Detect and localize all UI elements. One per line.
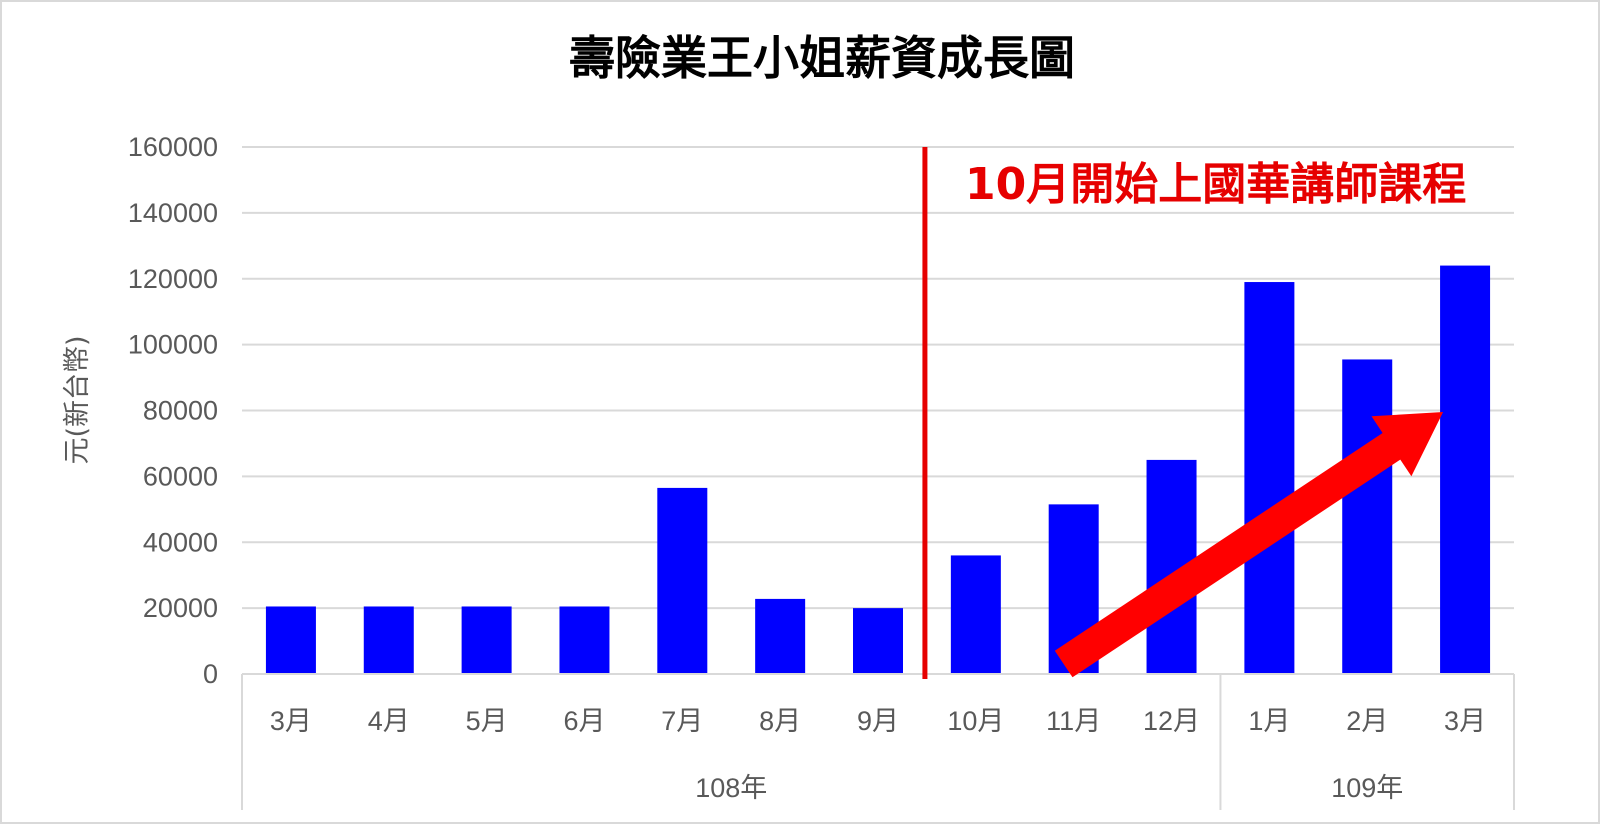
x-tick-label: 1月 (1248, 706, 1290, 736)
group-label: 109年 (1331, 773, 1403, 803)
trend-arrow (1054, 412, 1444, 678)
x-tick-label: 4月 (368, 706, 410, 736)
bar (657, 487, 708, 674)
y-axis-ticks: 0 20000 40000 60000 80000 100000 120000 140000 1… (128, 132, 218, 689)
y-tick-label: 100000 (128, 330, 218, 360)
y-tick-label: 140000 (128, 198, 218, 228)
bar (853, 608, 903, 674)
bar (1342, 359, 1393, 674)
y-tick-label: 60000 (143, 461, 218, 491)
y-tick-label: 120000 (128, 264, 218, 294)
y-tick-label: 160000 (128, 132, 218, 162)
y-tick-label: 40000 (143, 527, 218, 557)
x-tick-label: 11月 (1046, 706, 1101, 736)
y-tick-label: 0 (203, 659, 218, 689)
y-tick-label: 80000 (143, 396, 218, 426)
bar (755, 598, 806, 674)
gridlines (242, 146, 1514, 675)
y-axis-label: 元(新台幣) (62, 335, 93, 464)
bar (1244, 282, 1295, 674)
x-tick-label: 6月 (563, 706, 605, 736)
bar (1440, 265, 1491, 674)
x-tick-label: 3月 (1444, 706, 1486, 736)
bar (363, 606, 414, 674)
x-tick-label: 8月 (759, 706, 801, 736)
bars (265, 265, 1491, 674)
chart-title: 壽險業王小姐薪資成長圖 (569, 31, 1075, 85)
x-tick-label: 2月 (1346, 706, 1388, 736)
annotation: 10月開始上國華講師課程 (922, 147, 1466, 679)
x-tick-label: 5月 (466, 706, 508, 736)
x-tick-label: 12月 (1143, 706, 1200, 736)
x-tick-label: 10月 (947, 706, 1004, 736)
bar (950, 555, 1001, 674)
x-tick-label: 3月 (270, 706, 312, 736)
x-tick-label: 9月 (857, 706, 899, 736)
bar (559, 606, 610, 674)
bar (461, 606, 512, 674)
x-tick-label: 7月 (661, 706, 703, 736)
y-tick-label: 20000 (143, 593, 218, 623)
group-label: 108年 (695, 773, 767, 803)
annotation-text: 10月開始上國華講師課程 (965, 159, 1466, 210)
bar (265, 606, 316, 674)
x-axis: 3月 4月 5月 6月 7月 8月 9月 10月 11月 12月 1月 2月 3月 108年 109年 (241, 673, 1515, 810)
